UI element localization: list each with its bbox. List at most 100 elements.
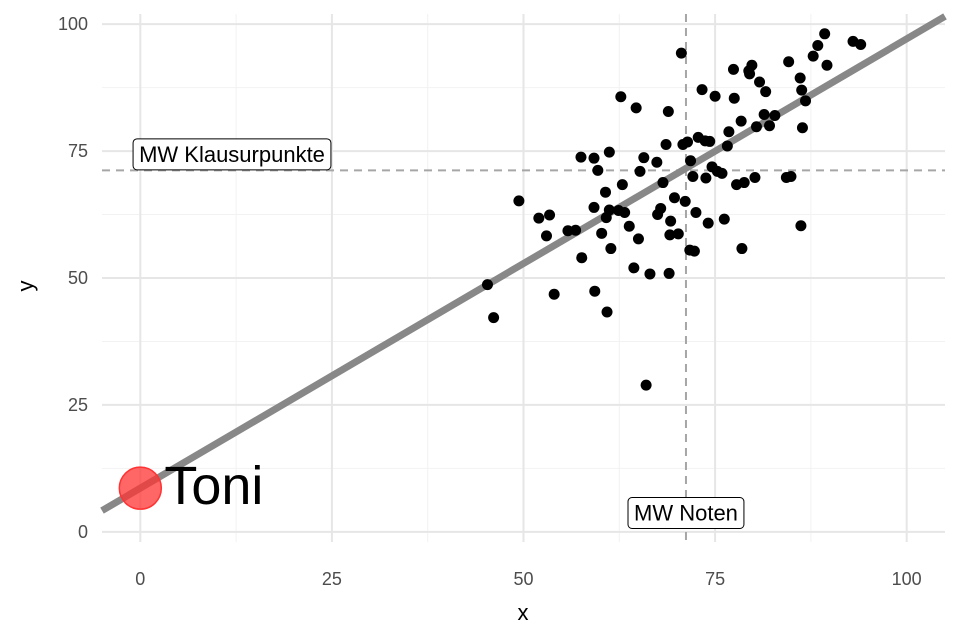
highlight-point-label: Toni bbox=[164, 456, 263, 516]
data-point bbox=[764, 120, 776, 132]
data-point bbox=[634, 165, 646, 177]
data-point bbox=[718, 213, 730, 225]
data-point bbox=[603, 204, 615, 216]
data-point bbox=[615, 91, 627, 103]
data-point bbox=[702, 217, 714, 229]
data-point bbox=[668, 192, 680, 204]
data-point bbox=[672, 228, 684, 240]
data-point bbox=[616, 179, 628, 191]
data-point bbox=[655, 202, 667, 214]
data-point bbox=[651, 156, 663, 168]
mean-y-label-text: MW Klausurpunkte bbox=[139, 142, 325, 167]
data-point bbox=[544, 209, 556, 221]
data-point bbox=[548, 288, 560, 300]
data-point bbox=[682, 136, 694, 148]
data-point bbox=[758, 109, 770, 121]
data-point bbox=[513, 195, 525, 207]
x-axis-title: x bbox=[518, 600, 529, 625]
y-tick-label: 0 bbox=[78, 522, 88, 542]
data-point bbox=[619, 207, 631, 219]
mean-y-label-box bbox=[132, 138, 332, 171]
y-tick-label: 75 bbox=[68, 141, 88, 161]
data-point bbox=[638, 152, 650, 164]
data-point bbox=[785, 170, 797, 182]
data-point bbox=[819, 28, 831, 40]
data-point bbox=[738, 177, 750, 189]
data-point bbox=[688, 245, 700, 257]
data-point bbox=[488, 312, 500, 324]
y-axis-ticks: 0 25 50 75 100 bbox=[58, 14, 88, 542]
data-point bbox=[600, 186, 612, 198]
data-point bbox=[709, 90, 721, 102]
data-point bbox=[721, 140, 733, 152]
data-point bbox=[723, 126, 735, 138]
x-tick-label: 50 bbox=[513, 569, 533, 589]
data-point bbox=[623, 220, 635, 232]
data-point bbox=[601, 306, 613, 318]
data-point bbox=[687, 170, 699, 182]
data-point bbox=[679, 195, 691, 207]
mean-x-label-text: MW Noten bbox=[634, 501, 738, 526]
data-point bbox=[589, 285, 601, 297]
data-point bbox=[588, 152, 600, 164]
data-point bbox=[769, 110, 781, 122]
data-point bbox=[716, 167, 728, 179]
data-point bbox=[800, 95, 812, 107]
data-point bbox=[796, 122, 808, 134]
data-point bbox=[754, 76, 766, 88]
data-point bbox=[746, 59, 758, 71]
data-point bbox=[632, 233, 644, 245]
data-point bbox=[735, 115, 747, 127]
data-point bbox=[663, 267, 675, 279]
data-point bbox=[736, 243, 748, 255]
data-points bbox=[481, 28, 867, 391]
data-point bbox=[640, 379, 652, 391]
data-point bbox=[855, 38, 867, 50]
data-point bbox=[533, 212, 545, 224]
highlight-point-toni bbox=[118, 466, 163, 510]
data-point bbox=[592, 164, 604, 176]
data-point bbox=[700, 172, 712, 184]
data-point bbox=[749, 171, 761, 183]
y-tick-label: 100 bbox=[58, 14, 88, 34]
data-point bbox=[596, 227, 608, 239]
data-point bbox=[665, 215, 677, 227]
data-point bbox=[662, 105, 674, 117]
data-point bbox=[570, 224, 582, 236]
data-point bbox=[657, 177, 669, 189]
data-point bbox=[588, 201, 600, 213]
data-point bbox=[481, 279, 493, 291]
data-point bbox=[795, 220, 807, 232]
data-point bbox=[664, 229, 676, 241]
data-point bbox=[704, 135, 716, 147]
y-tick-label: 50 bbox=[68, 268, 88, 288]
x-axis-ticks: 0 25 50 75 100 bbox=[135, 569, 921, 589]
data-point bbox=[750, 121, 762, 133]
data-point bbox=[760, 86, 772, 98]
data-point bbox=[812, 39, 824, 51]
mean-y-label: MW Klausurpunkte bbox=[132, 138, 332, 171]
data-point bbox=[605, 243, 617, 255]
data-point bbox=[744, 68, 756, 80]
x-tick-label: 100 bbox=[892, 569, 922, 589]
data-point bbox=[630, 102, 642, 114]
data-point bbox=[675, 47, 687, 59]
data-point bbox=[540, 230, 552, 242]
data-point bbox=[796, 84, 808, 96]
data-point bbox=[685, 155, 697, 167]
data-point bbox=[728, 92, 740, 104]
x-tick-label: 0 bbox=[135, 569, 145, 589]
data-point bbox=[628, 262, 640, 274]
data-point bbox=[821, 59, 833, 71]
data-point bbox=[690, 207, 702, 219]
mean-x-label-box bbox=[627, 497, 745, 529]
y-axis-title: y bbox=[13, 281, 38, 292]
data-point bbox=[727, 63, 739, 75]
x-tick-label: 25 bbox=[322, 569, 342, 589]
data-point bbox=[794, 72, 806, 84]
major-gridlines bbox=[102, 14, 945, 542]
x-tick-label: 75 bbox=[705, 569, 725, 589]
y-tick-label: 25 bbox=[68, 395, 88, 415]
data-point bbox=[603, 146, 615, 158]
